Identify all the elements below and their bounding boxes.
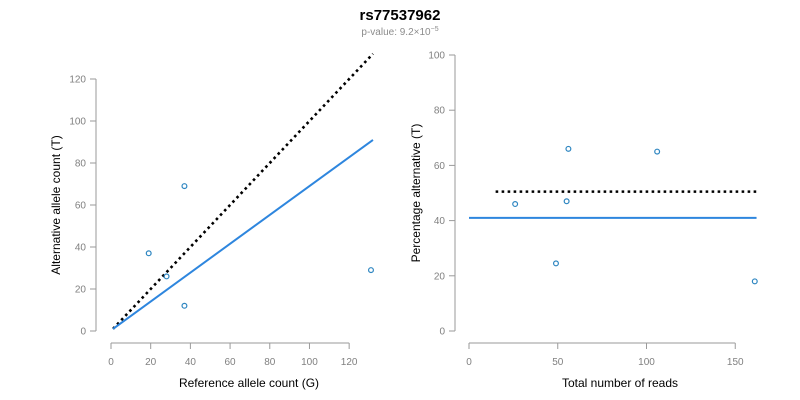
left-y-tick-label: 40 [75,243,87,254]
left-x-tick-label: 20 [145,357,157,368]
right-x-tick-label: 0 [466,357,472,368]
left-x-tick-label: 100 [301,357,318,368]
left-data-point [163,273,170,280]
left-data-point [145,250,152,257]
left-y-tick-label: 60 [75,201,87,212]
right-data-point [565,145,572,152]
p-value-text: p-value: 9.2×10 [361,27,431,38]
right-y-tick-label: 20 [434,271,446,282]
panel-percentage-alternative: 0 20 40 60 80 100 0 50 100 150 Total number of rea… [409,51,758,390]
right-data-point [512,201,519,208]
right-data-point [563,198,570,205]
main-title: rs77537962 [360,7,441,24]
right-y-axis-label: Percentage alternative (T) [409,124,423,263]
left-data-point [181,302,188,309]
left-y-tick-label: 100 [69,117,86,128]
right-x-tick-label: 150 [727,357,744,368]
left-y-tick-label: 20 [75,285,87,296]
left-data-point [367,267,374,274]
right-y-tick-label: 60 [434,161,446,172]
left-x-axis-label: Reference allele count (G) [179,376,319,390]
right-y-tick-label: 80 [434,106,446,117]
right-y-tick-label: 100 [428,51,445,62]
left-x-tick-label: 120 [341,357,358,368]
right-y-tick-label: 0 [439,327,445,338]
right-data-point [654,148,661,155]
left-y-tick-label: 80 [75,159,87,170]
left-x-tick-label: 0 [108,357,114,368]
left-data-point [181,183,188,190]
p-value-exponent: −5 [431,26,439,33]
right-y-tick-label: 40 [434,216,446,227]
right-x-tick-label: 100 [638,357,655,368]
right-x-axis-label: Total number of reads [562,376,678,390]
left-y-axis-label: Alternative allele count (T) [49,135,63,274]
panel-allele-counts: 0 20 40 60 80 100 120 0 20 40 60 80 100 120 Reference … [49,52,374,390]
right-data-point [552,260,559,267]
left-fit-line [112,139,374,330]
p-value-subtitle: p-value: 9.2×10−5 [361,26,438,38]
left-x-tick-label: 80 [264,357,276,368]
left-reference-line [112,52,374,330]
right-data-point [751,278,758,285]
right-x-tick-label: 50 [552,357,564,368]
left-y-tick-label: 0 [80,327,86,338]
left-x-tick-label: 40 [185,357,197,368]
left-y-tick-label: 120 [69,75,86,86]
left-x-tick-label: 60 [225,357,237,368]
